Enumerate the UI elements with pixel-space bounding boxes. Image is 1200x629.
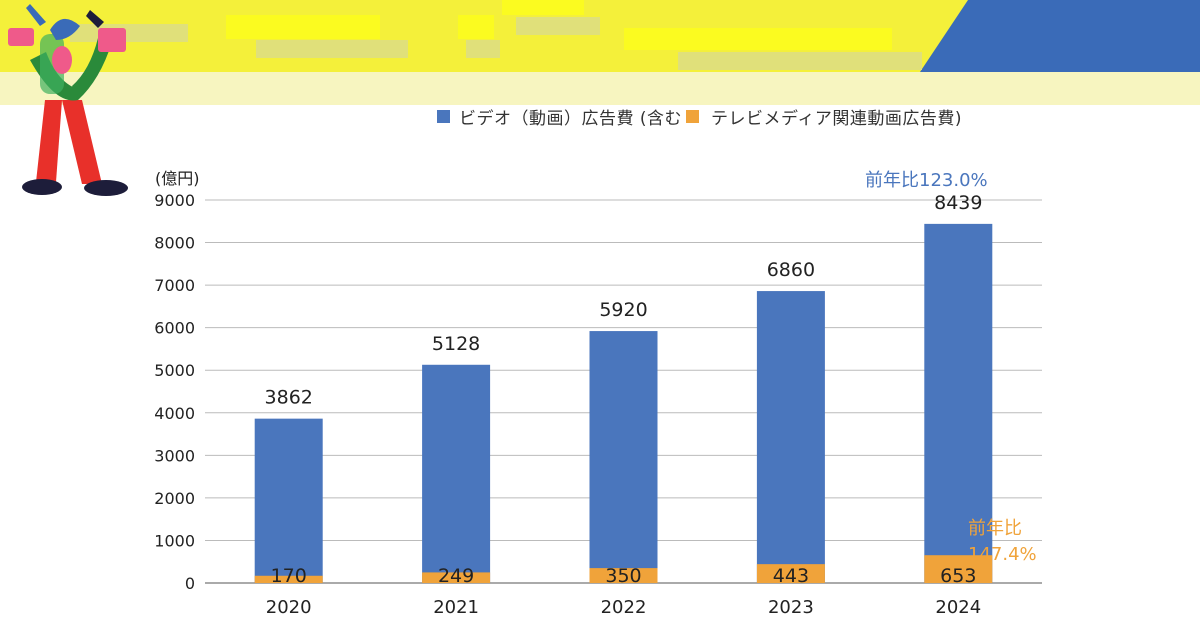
data-label-video: 6860 <box>767 259 815 281</box>
legend-swatch-video <box>437 109 450 123</box>
y-tick-label: 6000 <box>154 319 195 338</box>
data-label-video: 5920 <box>599 299 647 321</box>
y-tick-label: 7000 <box>154 276 195 295</box>
y-tick-label: 9000 <box>154 191 195 210</box>
banner-block <box>256 40 408 58</box>
bar-video-2023 <box>756 291 825 583</box>
bar-video-2021 <box>422 364 491 583</box>
bar-tv-2023 <box>756 564 825 583</box>
x-tick-label: 2022 <box>601 597 647 618</box>
banner-block <box>226 15 380 39</box>
bar-video-2020 <box>254 418 323 583</box>
bar-tv-2020 <box>254 575 323 583</box>
bar-video-2024 <box>924 223 993 584</box>
bar-video-2022 <box>589 331 658 583</box>
yoy-tv-line1: 前年比 <box>968 518 1022 539</box>
data-label-video: 5128 <box>432 333 480 355</box>
yoy-total-annotation: 前年比123.0% <box>865 170 988 191</box>
data-label-tv: 350 <box>605 565 641 587</box>
bar-tv-2022 <box>589 568 658 583</box>
header-banner <box>0 0 1200 105</box>
banner-block <box>678 52 922 70</box>
character-illustration <box>8 4 128 196</box>
banner-block <box>502 0 584 15</box>
y-tick-label: 1000 <box>154 531 195 550</box>
x-tick-label: 2021 <box>433 597 479 618</box>
x-tick-label: 2023 <box>768 597 814 618</box>
data-label-tv: 443 <box>773 565 809 587</box>
yoy-tv-annotation: 前年比 147.4% <box>968 516 1037 568</box>
data-label-tv: 249 <box>438 565 474 587</box>
banner-block <box>458 15 494 39</box>
data-label-video: 8439 <box>934 192 982 214</box>
banner-pale-band <box>0 72 1200 105</box>
y-tick-label: 0 <box>185 574 195 593</box>
bar-tv-2021 <box>422 572 491 583</box>
legend-swatch-tv <box>686 109 700 123</box>
y-tick-label: 5000 <box>154 361 195 380</box>
y-axis-unit: (億円) <box>155 169 200 188</box>
banner-block <box>466 40 500 58</box>
legend-label-video: ビデオ（動画）広告費 (含む <box>459 108 683 129</box>
data-label-tv: 653 <box>940 565 976 587</box>
data-label-tv: 170 <box>271 565 307 587</box>
chart-legend: ビデオ（動画）広告費 (含む テレビメディア関連動画広告費) <box>437 104 962 129</box>
x-tick-label: 2020 <box>266 597 312 618</box>
yoy-tv-line2: 147.4% <box>968 544 1037 565</box>
y-tick-label: 4000 <box>154 404 195 423</box>
y-tick-label: 3000 <box>154 446 195 465</box>
legend-label-tv: テレビメディア関連動画広告費) <box>711 108 962 129</box>
y-tick-label: 8000 <box>154 234 195 253</box>
x-tick-label: 2024 <box>935 597 981 618</box>
banner-blue-shape <box>920 0 1200 72</box>
y-tick-label: 2000 <box>154 489 195 508</box>
bar-tv-2024 <box>924 555 993 583</box>
data-label-video: 3862 <box>265 387 313 409</box>
banner-block <box>624 28 892 50</box>
banner-block <box>516 17 600 35</box>
